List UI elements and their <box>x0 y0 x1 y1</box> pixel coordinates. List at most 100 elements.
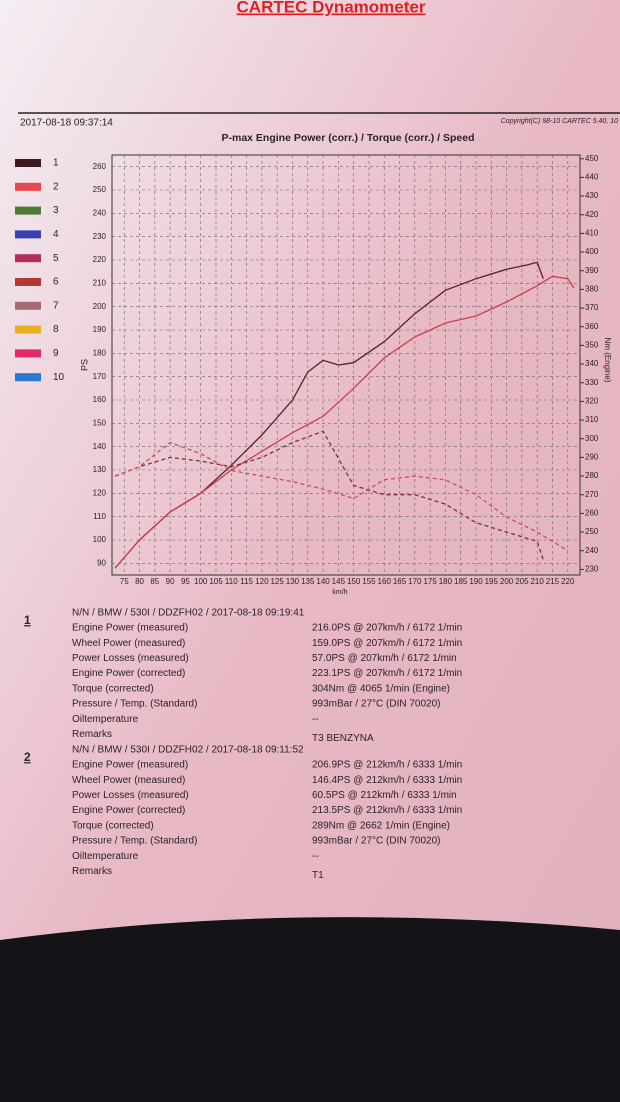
result-value: 216.0PS @ 207km/h / 6172 1/min <box>312 623 462 634</box>
result-label: Torque (corrected) <box>72 820 154 831</box>
series-line <box>114 275 575 569</box>
y2-tick-label: 400 <box>585 247 599 256</box>
x-tick-label: 215 <box>546 577 560 586</box>
result-value: T3 BENZYNA <box>312 733 374 744</box>
x-tick-label: 180 <box>439 577 453 586</box>
y-tick-label: 130 <box>93 465 107 474</box>
legend-swatch <box>15 278 41 286</box>
y2-tick-label: 350 <box>585 341 599 350</box>
x-tick-label: 75 <box>120 577 129 586</box>
run-index: 1 <box>24 613 31 627</box>
result-value: 223.1PS @ 207km/h / 6172 1/min <box>312 668 462 679</box>
series-line <box>114 441 569 552</box>
x-tick-label: 145 <box>332 577 346 586</box>
legend-label: 8 <box>53 324 59 335</box>
run-index: 2 <box>24 750 31 764</box>
y2-tick-label: 250 <box>585 527 599 536</box>
result-value: 993mBar / 27°C (DIN 70020) <box>312 836 441 847</box>
y-tick-label: 150 <box>93 418 107 427</box>
x-tick-label: 190 <box>469 577 483 586</box>
result-value: 289Nm @ 2662 1/min (Engine) <box>312 820 450 831</box>
y-tick-label: 180 <box>93 348 107 357</box>
y2-tick-label: 310 <box>585 415 599 424</box>
legend-swatch <box>15 230 41 239</box>
y2-tick-label: 330 <box>585 378 599 387</box>
x-tick-label: 205 <box>515 577 529 586</box>
x-tick-label: 220 <box>561 577 575 586</box>
legend-label: 7 <box>53 300 59 311</box>
x-tick-label: 210 <box>530 577 544 586</box>
y2-tick-label: 240 <box>585 546 599 555</box>
y-tick-label: 190 <box>93 325 107 334</box>
chart-title: P-max Engine Power (corr.) / Torque (cor… <box>221 132 474 144</box>
result-label: Power Losses (measured) <box>72 790 189 801</box>
y2-tick-label: 370 <box>585 303 599 312</box>
x-tick-label: 115 <box>240 577 253 586</box>
result-label: Torque (corrected) <box>72 683 154 694</box>
x-tick-label: 165 <box>393 577 407 586</box>
x-tick-label: 90 <box>166 577 175 586</box>
y-tick-label: 220 <box>93 255 107 264</box>
result-label: Engine Power (corrected) <box>72 805 185 816</box>
legend-swatch <box>15 301 41 310</box>
result-value: T1 <box>312 870 324 881</box>
y2-tick-label: 450 <box>585 154 599 163</box>
x-tick-label: 120 <box>255 577 269 586</box>
y2-tick-label: 440 <box>585 173 599 182</box>
x-tick-label: 200 <box>500 577 514 586</box>
y-tick-label: 230 <box>93 232 107 241</box>
x-tick-label: 160 <box>378 577 392 586</box>
y2-tick-label: 300 <box>585 434 599 443</box>
series-line <box>114 430 544 561</box>
x-tick-label: 195 <box>485 577 499 586</box>
y-tick-label: 200 <box>93 302 107 311</box>
y2-tick-label: 270 <box>585 490 599 499</box>
y2-tick-label: 380 <box>585 285 599 294</box>
legend-label: 2 <box>53 181 59 192</box>
legend-swatch <box>15 182 41 191</box>
result-value: 159.0PS @ 207km/h / 6172 1/min <box>312 638 462 649</box>
x-tick-label: 130 <box>286 577 300 586</box>
y2-tick-label: 360 <box>585 322 599 331</box>
legend-swatch <box>15 373 41 382</box>
x-tick-label: 125 <box>270 577 284 586</box>
x-tick-label: 170 <box>408 577 422 586</box>
y-tick-label: 90 <box>97 558 106 567</box>
result-value: 60.5PS @ 212km/h / 6333 1/min <box>312 790 457 801</box>
y-tick-label: 100 <box>93 535 107 544</box>
y2-tick-label: 420 <box>585 210 599 219</box>
x-axis-label: km/h <box>332 589 347 596</box>
y2-axis-label: Nm (Engine) <box>603 338 612 383</box>
y2-tick-label: 320 <box>585 397 599 406</box>
legend-label: 6 <box>53 277 59 288</box>
x-tick-label: 140 <box>316 577 330 586</box>
y2-tick-label: 340 <box>585 359 599 368</box>
result-label: Wheel Power (measured) <box>72 638 185 649</box>
result-value: 304Nm @ 4065 1/min (Engine) <box>312 683 450 694</box>
y-tick-label: 260 <box>93 162 107 171</box>
result-value: -- <box>312 714 319 725</box>
y2-tick-label: 410 <box>585 229 599 238</box>
copyright: Copyright(C) 98-10 CARTEC 5.40, 10 <box>501 118 618 125</box>
run-header: N/N / BMW / 530I / DDZFH02 / 2017-08-18 … <box>72 608 305 619</box>
y-axis-label: PS <box>79 359 89 371</box>
y-tick-label: 120 <box>93 488 107 497</box>
x-tick-label: 100 <box>194 577 208 586</box>
y2-tick-label: 290 <box>585 453 599 462</box>
legend-label: 3 <box>53 205 59 216</box>
result-label: Wheel Power (measured) <box>72 775 185 786</box>
result-value: 213.5PS @ 212km/h / 6333 1/min <box>312 805 462 816</box>
date: 2017-08-18 09:37:14 <box>20 118 113 129</box>
result-label: Pressure / Temp. (Standard) <box>72 699 197 710</box>
x-tick-label: 85 <box>150 577 159 586</box>
legend-label: 9 <box>53 348 59 359</box>
legend-label: 1 <box>53 158 59 169</box>
result-label: Oiltemperature <box>72 714 139 725</box>
y-tick-label: 240 <box>93 208 107 217</box>
legend-label: 4 <box>53 229 59 240</box>
legend-swatch <box>15 206 41 215</box>
legend-label: 5 <box>53 253 59 264</box>
y2-tick-label: 260 <box>585 509 599 518</box>
y2-tick-label: 390 <box>585 266 599 275</box>
